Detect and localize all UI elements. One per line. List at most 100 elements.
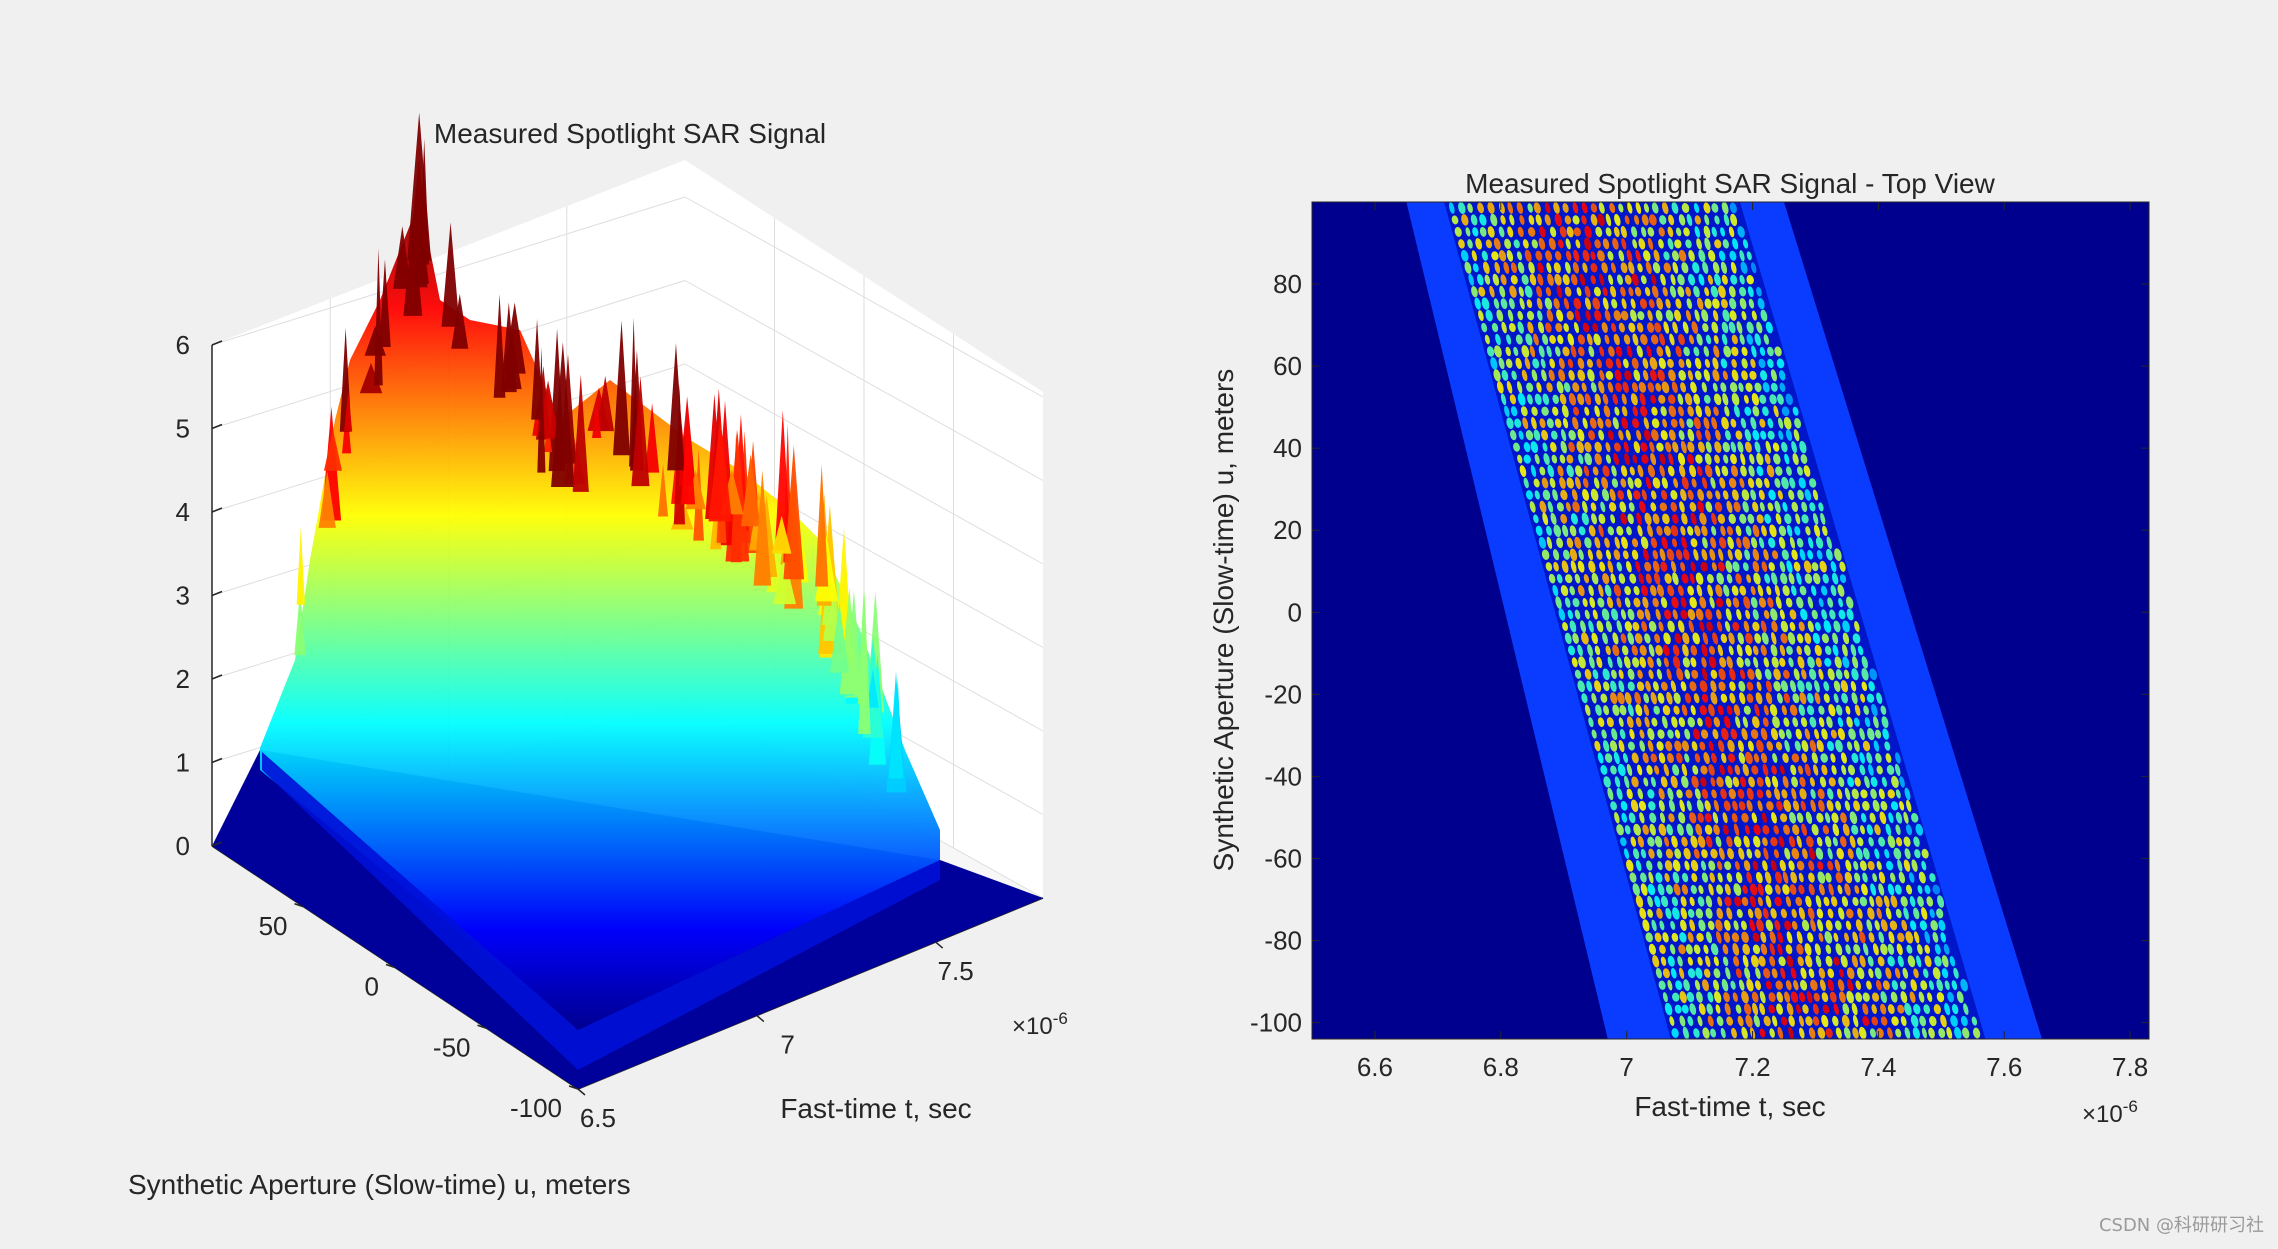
- heatmap-fringe: [1801, 753, 1808, 763]
- heatmap-fringe: [1569, 525, 1577, 537]
- heatmap-fringe: [1878, 883, 1885, 896]
- heatmap-fringe: [1694, 309, 1700, 322]
- heatmap-fringe: [1706, 621, 1713, 632]
- heatmap-fringe: [1647, 382, 1655, 393]
- heatmap-fringe: [1770, 908, 1777, 919]
- heatmap-fringe: [1888, 812, 1894, 824]
- heatmap-fringe: [1634, 633, 1643, 644]
- heatmap-fringe: [1906, 944, 1913, 954]
- heatmap-fringe: [1657, 861, 1663, 871]
- heatmap-fringe: [1743, 705, 1751, 715]
- heatmap-fringe: [1640, 536, 1649, 550]
- heatmap-fringe: [1797, 656, 1805, 669]
- heatmap-fringe: [1714, 215, 1720, 225]
- heatmap-fringe: [1784, 739, 1790, 753]
- heatmap-fringe: [1938, 919, 1946, 931]
- heatmap-fringe: [1809, 777, 1815, 787]
- heatmap-fringe: [1529, 273, 1537, 286]
- heatmap-fringe: [1648, 644, 1655, 657]
- heatmap-fringe: [1656, 346, 1664, 357]
- heatmap-fringe: [1552, 394, 1559, 404]
- heatmap-fringe: [1776, 800, 1783, 811]
- surface-x-label: Fast-time t, sec: [780, 1093, 971, 1124]
- heatmap-fringe: [1672, 992, 1680, 1002]
- heatmap-fringe: [1640, 334, 1648, 345]
- heatmap-fringe: [1919, 1015, 1926, 1027]
- surface-spike: [572, 374, 589, 492]
- heatmap-fringe: [1576, 287, 1582, 297]
- heatmap-fringe: [1636, 512, 1643, 526]
- heatmap-fringe: [1741, 370, 1748, 381]
- heatmap-fringe: [1668, 214, 1675, 226]
- heatmap-fringe: [1501, 369, 1509, 381]
- heatmap-fringe: [1708, 883, 1714, 896]
- heatmap-fringe: [1805, 811, 1813, 824]
- heatmap-fringe: [1918, 991, 1925, 1003]
- heatmap-fringe: [1759, 1028, 1766, 1038]
- heatmap-fringe: [1731, 393, 1740, 406]
- heatmap-fringe: [1647, 656, 1654, 669]
- heatmap-chart: Measured Spotlight SAR Signal - Top View…: [1208, 168, 2150, 1128]
- heatmap-fringe: [1784, 991, 1791, 1003]
- heatmap-fringe: [1746, 321, 1754, 334]
- heatmap-fringe: [1765, 980, 1773, 990]
- heatmap-fringe: [1527, 394, 1533, 405]
- heatmap-fringe: [1517, 310, 1524, 321]
- heatmap-fringe: [1845, 944, 1851, 955]
- heatmap-fringe: [1778, 836, 1785, 848]
- heatmap-fringe: [1868, 968, 1874, 979]
- heatmap-fringe: [1668, 799, 1676, 812]
- heatmap-fringe: [1606, 717, 1614, 728]
- heatmap-fringe: [1818, 502, 1824, 512]
- heatmap-fringe: [1676, 789, 1683, 799]
- heatmap-fringe: [1751, 345, 1757, 358]
- heatmap-fringe: [1679, 967, 1685, 979]
- heatmap-fringe: [1550, 441, 1557, 453]
- heatmap-fringe: [1896, 943, 1903, 956]
- heatmap-fringe: [1876, 692, 1883, 704]
- heatmap-fringe: [1921, 907, 1928, 920]
- heatmap-fringe: [1702, 261, 1709, 274]
- surface-y-tick-label: -100: [510, 1093, 562, 1123]
- heatmap-fringe: [1594, 310, 1602, 322]
- heatmap-fringe: [1871, 992, 1880, 1002]
- heatmap-fringe: [1626, 345, 1633, 358]
- heatmap-fringe: [1584, 537, 1592, 549]
- heatmap-fringe: [1653, 572, 1661, 585]
- heatmap-x-tick-label: 7: [1619, 1052, 1633, 1082]
- heatmap-fringe: [1687, 1015, 1694, 1027]
- heatmap-fringe: [1640, 585, 1649, 597]
- heatmap-fringe: [1681, 513, 1688, 525]
- heatmap-fringe: [1494, 261, 1501, 274]
- heatmap-fringe: [1551, 454, 1558, 464]
- heatmap-fringe: [1639, 812, 1645, 824]
- heatmap-fringe: [1605, 213, 1612, 227]
- heatmap-fringe: [1548, 369, 1555, 382]
- heatmap-fringe: [1678, 717, 1686, 728]
- heatmap-fringe: [1796, 835, 1802, 848]
- heatmap-fringe: [1771, 632, 1777, 645]
- heatmap-fringe: [1672, 609, 1678, 620]
- heatmap-fringe: [1611, 465, 1617, 477]
- heatmap-fringe: [1584, 441, 1592, 453]
- heatmap-fringe: [1637, 788, 1644, 800]
- heatmap-fringe: [1774, 500, 1781, 514]
- heatmap-fringe: [1758, 537, 1765, 549]
- heatmap-fringe: [1664, 873, 1670, 883]
- heatmap-fringe: [1904, 848, 1911, 860]
- heatmap-fringe: [1766, 741, 1774, 751]
- heatmap-fringe: [1704, 453, 1712, 465]
- heatmap-fringe: [1859, 896, 1868, 907]
- heatmap-fringe: [1562, 524, 1569, 537]
- heatmap-fringe: [1904, 787, 1911, 801]
- heatmap-fringe: [1547, 464, 1555, 478]
- heatmap-fringe: [1486, 346, 1495, 357]
- heatmap-fringe: [1798, 704, 1806, 716]
- heatmap-y-tick-label: -20: [1264, 679, 1302, 709]
- heatmap-fringe: [1903, 811, 1909, 824]
- heatmap-fringe: [1673, 883, 1681, 896]
- heatmap-fringe: [1478, 286, 1486, 297]
- heatmap-fringe: [1630, 298, 1636, 309]
- heatmap-fringe: [1573, 297, 1582, 310]
- heatmap-fringe: [1738, 680, 1746, 692]
